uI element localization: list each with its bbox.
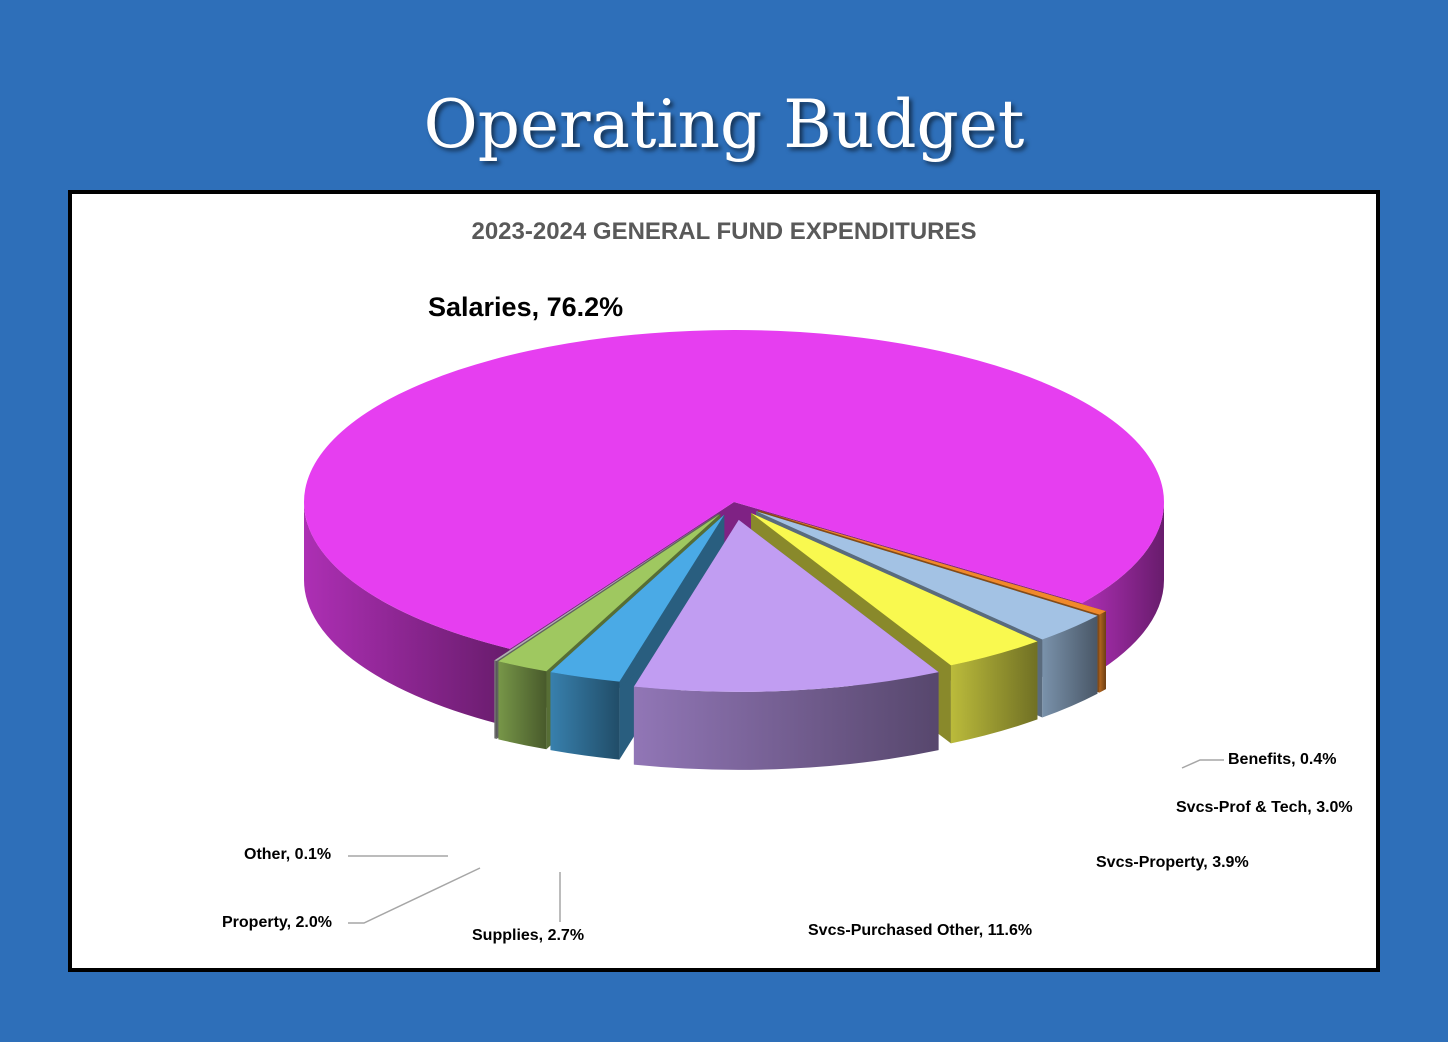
data-label-other: Other, 0.1%	[244, 846, 331, 863]
leader-line-benefits	[1181, 759, 1224, 769]
pie-slice-svcs-purchased-other	[633, 519, 939, 770]
data-label-svcs-purchased-other: Svcs-Purchased Other, 11.6%	[808, 922, 1032, 939]
data-label-supplies: Supplies, 2.7%	[472, 927, 584, 944]
data-label-benefits: Benefits, 0.4%	[1228, 751, 1336, 768]
data-label-salaries: Salaries, 76.2%	[428, 292, 623, 322]
chart-title: 2023-2024 GENERAL FUND EXPENDITURES	[471, 218, 977, 245]
page-title: Operating Budget	[423, 86, 1025, 163]
data-label-svcs-property: Svcs-Property, 3.9%	[1096, 854, 1249, 871]
pie-chart: Salaries, 76.2% Benefits, 0.4% Svcs-Prof &…	[222, 292, 1353, 944]
data-label-svcs-prof-tech: Svcs-Prof & Tech, 3.0%	[1176, 799, 1353, 816]
data-label-property: Property, 2.0%	[222, 914, 332, 931]
leader-line-property	[348, 867, 481, 924]
chart-frame: 2023-2024 GENERAL FUND EXPENDITURES Sala…	[68, 190, 1380, 972]
